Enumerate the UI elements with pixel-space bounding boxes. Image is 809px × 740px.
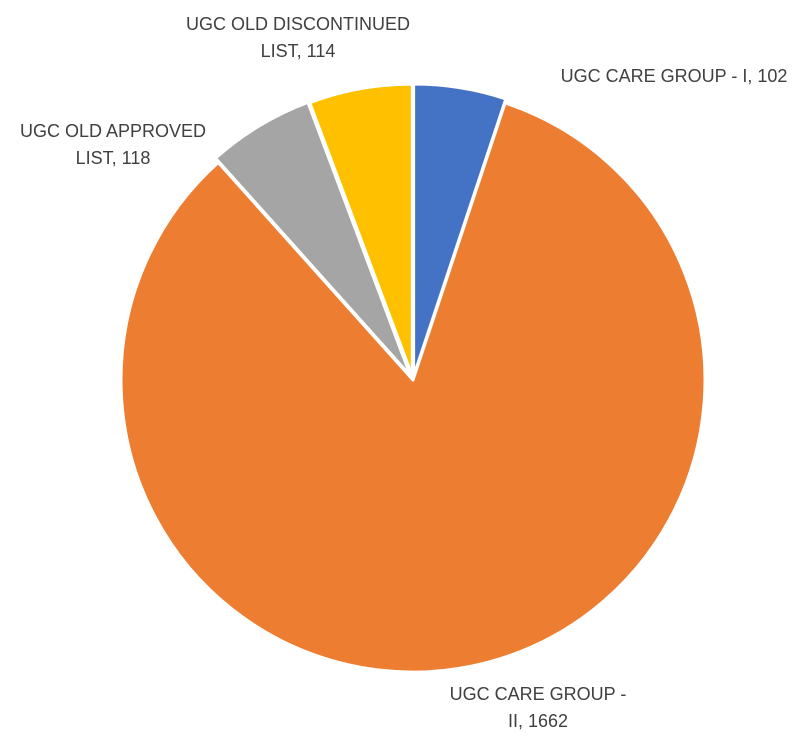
- data-label-ugc-care-group-i: UGC CARE GROUP - I, 102: [561, 66, 788, 86]
- data-label-ugc-care-group-ii: UGC CARE GROUP - II, 1662: [450, 684, 627, 731]
- data-label-line: UGC OLD APPROVED: [20, 121, 206, 141]
- data-label-line: UGC CARE GROUP - I, 102: [561, 66, 788, 86]
- data-label-ugc-old-discontinued-list: UGC OLD DISCONTINUED LIST, 114: [186, 14, 410, 61]
- pie-slice-ugc-old-approved-list: [214, 100, 412, 378]
- data-label-line: LIST, 114: [261, 41, 336, 61]
- pie-slice-ugc-old-discontinued-list: [308, 82, 414, 378]
- data-label-line: II, 1662: [508, 711, 568, 731]
- slices-layer: [119, 82, 707, 674]
- labels-layer: UGC CARE GROUP - I, 102 UGC CARE GROUP - I…: [20, 14, 787, 731]
- pie-slice-ugc-care-group-ii: [119, 101, 707, 674]
- data-label-line: UGC CARE GROUP -: [450, 684, 627, 704]
- data-label-line: UGC OLD DISCONTINUED: [186, 14, 410, 34]
- data-label-line: LIST, 118: [76, 148, 151, 168]
- data-label-ugc-old-approved-list: UGC OLD APPROVED LIST, 118: [20, 121, 206, 168]
